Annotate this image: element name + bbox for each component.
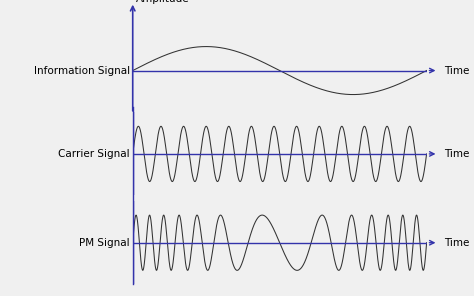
Text: Carrier Signal: Carrier Signal [58, 149, 130, 159]
Text: Time: Time [444, 238, 470, 248]
Text: Information Signal: Information Signal [34, 65, 130, 75]
Text: Amplitude: Amplitude [136, 0, 189, 4]
Text: PM Signal: PM Signal [79, 238, 130, 248]
Text: Time: Time [444, 149, 470, 159]
Text: Time: Time [444, 65, 470, 75]
